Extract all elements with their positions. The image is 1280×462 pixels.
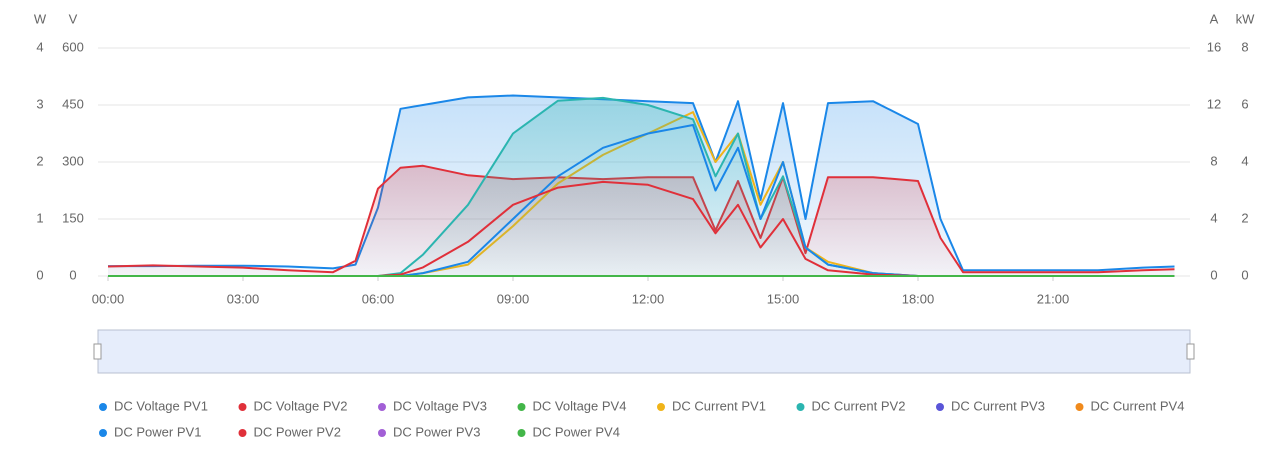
- y-tick-label: 12: [1207, 96, 1221, 111]
- legend-label: DC Voltage PV4: [533, 398, 627, 413]
- legend-marker: [517, 429, 526, 437]
- legend-marker: [378, 403, 386, 411]
- legend-label: DC Voltage PV1: [114, 398, 208, 413]
- y-tick-label: 150: [62, 210, 84, 225]
- legend-label: DC Power PV2: [254, 424, 341, 439]
- slider-window: [97, 329, 1191, 374]
- legend-marker: [99, 403, 107, 411]
- legend-item[interactable]: DC Current PV3: [936, 398, 1045, 413]
- legend-marker: [378, 429, 386, 437]
- legend-label: DC Voltage PV3: [393, 398, 487, 413]
- y-tick-label: 0: [69, 267, 76, 282]
- y-tick-label: 0: [36, 267, 43, 282]
- legend-item[interactable]: DC Current PV1: [657, 398, 766, 413]
- x-tick-label: 06:00: [362, 291, 395, 306]
- x-tick-label: 21:00: [1037, 291, 1070, 306]
- legend-label: DC Current PV2: [812, 398, 906, 413]
- y-tick-label: 4: [1241, 153, 1248, 168]
- series-area: [108, 97, 1175, 277]
- y-tick-label: 4: [36, 39, 43, 54]
- legend-item[interactable]: DC Voltage PV4: [517, 398, 627, 413]
- legend-item[interactable]: DC Voltage PV3: [378, 398, 487, 413]
- y-tick-label: 0: [1210, 267, 1217, 282]
- legend-item[interactable]: DC Power PV4: [517, 424, 620, 439]
- x-tick-label: 15:00: [767, 291, 800, 306]
- legend-label: DC Current PV1: [672, 398, 766, 413]
- legend-item[interactable]: DC Current PV2: [796, 398, 906, 413]
- y-tick-label: 3: [36, 96, 43, 111]
- legend-marker: [796, 403, 805, 411]
- legend-item[interactable]: DC Voltage PV1: [99, 398, 208, 413]
- legend-marker: [1075, 403, 1084, 411]
- y-tick-label: 2: [1241, 210, 1248, 225]
- y-tick-label: 4: [1210, 210, 1217, 225]
- legend-label: DC Power PV3: [393, 424, 480, 439]
- x-tick-label: 18:00: [902, 291, 935, 306]
- slider-handle[interactable]: [1186, 343, 1195, 360]
- y-tick-label: 0: [1241, 267, 1248, 282]
- legend-item[interactable]: DC Power PV2: [238, 424, 341, 439]
- series-line: [108, 94, 1175, 272]
- axis-unit: W: [34, 11, 47, 26]
- x-tick-label: 09:00: [497, 291, 530, 306]
- y-tick-label: 600: [62, 39, 84, 54]
- legend-label: DC Voltage PV2: [254, 398, 348, 413]
- x-tick-label: 03:00: [227, 291, 260, 306]
- legend-marker: [238, 403, 247, 411]
- legend-label: DC Current PV4: [1091, 398, 1185, 413]
- x-tick-label: 12:00: [632, 291, 665, 306]
- legend-marker: [936, 403, 944, 411]
- legend-marker: [657, 403, 665, 411]
- y-tick-label: 16: [1207, 39, 1221, 54]
- y-tick-label: 450: [62, 96, 84, 111]
- legend-marker: [99, 429, 107, 437]
- y-tick-label: 2: [36, 153, 43, 168]
- legend-item[interactable]: DC Power PV3: [378, 424, 480, 439]
- slider-handle[interactable]: [93, 343, 102, 360]
- legend-label: DC Power PV1: [114, 424, 201, 439]
- axis-unit: A: [1210, 11, 1219, 26]
- axis-unit: V: [69, 11, 78, 26]
- y-tick-label: 8: [1210, 153, 1217, 168]
- legend-item[interactable]: DC Voltage PV2: [238, 398, 348, 413]
- legend-marker: [517, 403, 526, 411]
- y-tick-label: 1: [36, 210, 43, 225]
- y-tick-label: 300: [62, 153, 84, 168]
- zoom-slider[interactable]: [93, 329, 1195, 374]
- legend-label: DC Current PV3: [951, 398, 1045, 413]
- y-tick-label: 6: [1241, 96, 1248, 111]
- legend-item[interactable]: DC Power PV1: [99, 424, 201, 439]
- x-tick-label: 00:00: [92, 291, 125, 306]
- legend-marker: [238, 429, 247, 437]
- legend-label: DC Power PV4: [533, 424, 620, 439]
- legend-item[interactable]: DC Current PV4: [1075, 398, 1185, 413]
- y-tick-label: 8: [1241, 39, 1248, 54]
- axis-unit: kW: [1236, 11, 1256, 26]
